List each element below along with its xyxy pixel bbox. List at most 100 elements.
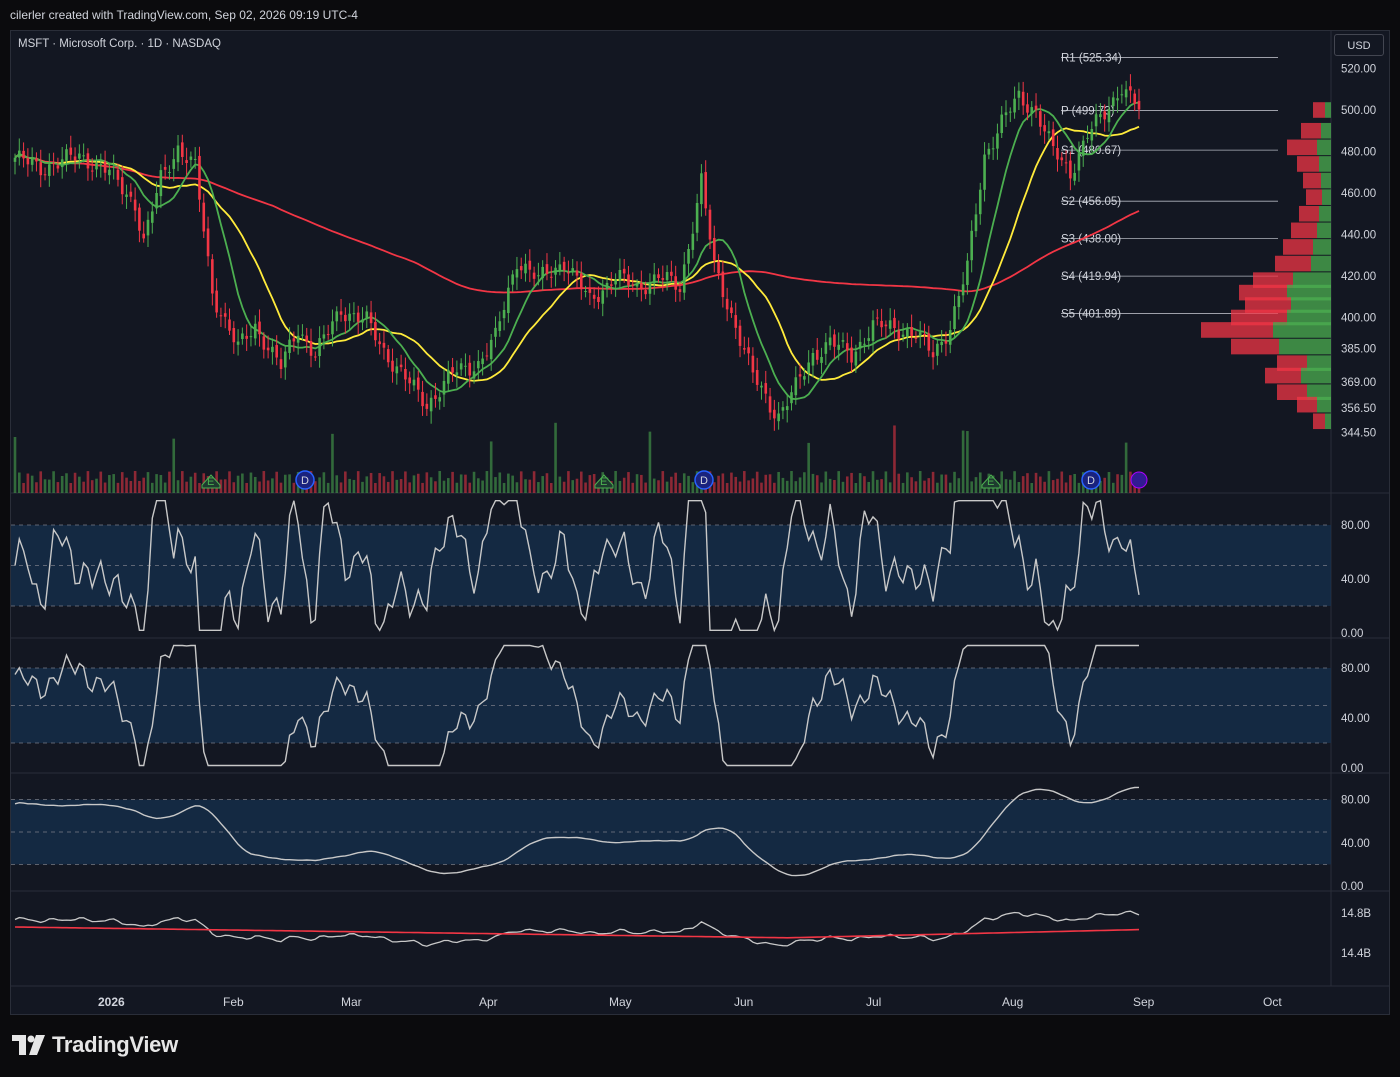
candle-body <box>198 155 201 200</box>
candle-body <box>142 233 146 239</box>
candle-body <box>17 150 21 158</box>
volume-bar <box>1051 480 1055 493</box>
earnings-marker <box>201 474 221 489</box>
oscillator-2-axis-label: 80.00 <box>1341 663 1370 675</box>
candle-body <box>112 167 115 169</box>
volume-bar <box>841 481 845 493</box>
volume-bar <box>365 476 369 493</box>
candle-body <box>1124 89 1128 98</box>
candle-body <box>369 312 373 324</box>
candle-body <box>266 347 270 351</box>
volume-bar <box>1034 472 1038 493</box>
candle-body <box>416 377 420 390</box>
volume-bar <box>931 471 935 493</box>
volume-bar <box>957 478 961 493</box>
candle-body <box>785 406 789 411</box>
pivot-label: S2 (456.05) <box>1061 196 1121 208</box>
volume-bar <box>429 477 433 493</box>
price-axis-label: 520.00 <box>1341 64 1376 76</box>
volume-bar <box>966 431 969 493</box>
volume-profile-up <box>1307 384 1331 400</box>
candle-body <box>549 276 553 278</box>
volume-bar <box>378 473 381 493</box>
candle-body <box>837 344 840 350</box>
volume-bar <box>755 471 759 493</box>
candle-body <box>717 261 720 274</box>
volume-bar <box>352 479 356 493</box>
volume-bar <box>820 482 823 493</box>
volume-bar <box>335 475 339 493</box>
chart-container[interactable]: R2 (543.40)R1 (525.34)P (499.73)S1 (480.… <box>10 30 1390 1015</box>
candle-body <box>507 287 510 314</box>
candle-body <box>738 325 742 346</box>
candle-body <box>352 313 356 315</box>
split-marker-icon <box>1130 471 1148 489</box>
pivot-label: S1 (480.67) <box>1061 145 1121 157</box>
candle-body <box>318 338 321 357</box>
candle-body <box>648 283 652 294</box>
dividend-marker-label: D <box>700 475 708 487</box>
volume-bar <box>751 478 755 493</box>
candle-body <box>914 337 918 339</box>
volume-bar <box>322 472 326 493</box>
volume-bar <box>442 480 446 493</box>
candle-body <box>253 323 257 339</box>
volume-bar <box>1043 481 1046 493</box>
pivot-label: P (499.73) <box>1061 106 1115 118</box>
candle-body <box>236 341 240 345</box>
candle-body <box>927 333 931 351</box>
chart-canvas[interactable]: R2 (543.40)R1 (525.34)P (499.73)S1 (480.… <box>11 31 1390 1015</box>
volume-profile-down <box>1283 239 1313 255</box>
volume-bar <box>236 475 240 493</box>
volume-bar <box>906 472 909 493</box>
candle-body <box>901 334 905 337</box>
candle-body <box>176 145 180 163</box>
volume-profile-up <box>1291 297 1331 313</box>
volume-bar <box>361 481 364 493</box>
candle-body <box>923 333 926 336</box>
volume-bar <box>1116 474 1119 493</box>
currency-button[interactable]: USD <box>1334 34 1384 56</box>
volume-bar <box>519 471 523 493</box>
volume-bar <box>549 482 553 493</box>
volume-bar <box>142 477 146 493</box>
candle-body <box>129 191 133 197</box>
volume-bar <box>961 430 965 493</box>
candle-body <box>970 230 973 261</box>
candle-body <box>721 271 725 298</box>
volume-bar <box>845 476 849 493</box>
candle-body <box>519 266 523 271</box>
candle-body <box>704 172 708 209</box>
time-axis-label: Jul <box>866 995 881 1009</box>
volume-profile-down <box>1201 322 1273 338</box>
candle-body <box>996 133 999 149</box>
candle-body <box>1069 160 1072 179</box>
volume-bar <box>78 476 81 493</box>
volume-bar <box>567 471 570 493</box>
volume-profile-up <box>1317 139 1331 156</box>
candle-body <box>481 358 484 365</box>
volume-bar <box>464 474 467 493</box>
volume-bar <box>661 471 665 493</box>
candle-body <box>202 202 206 232</box>
candle-body <box>249 336 253 338</box>
candle-body <box>395 366 399 374</box>
volume-bar <box>502 482 506 493</box>
tradingview-logo[interactable]: TradingView <box>12 1032 178 1058</box>
volume-profile-up <box>1325 413 1331 430</box>
volume-profile-up <box>1307 355 1331 371</box>
candle-body <box>601 290 605 304</box>
candle-body <box>725 298 729 310</box>
obv-axis-label: 14.8B <box>1341 908 1371 920</box>
candle-body <box>206 228 210 257</box>
volume-bar <box>275 471 278 493</box>
candle-body <box>700 173 703 205</box>
candle-body <box>528 260 532 270</box>
candle-body <box>223 313 227 317</box>
volume-profile-up <box>1317 396 1331 413</box>
candle-body <box>133 199 137 211</box>
oscillator-3-axis-label: 0.00 <box>1341 881 1363 893</box>
volume-bar <box>17 472 21 493</box>
candle-body <box>455 372 459 376</box>
volume-profile-down <box>1253 272 1293 288</box>
